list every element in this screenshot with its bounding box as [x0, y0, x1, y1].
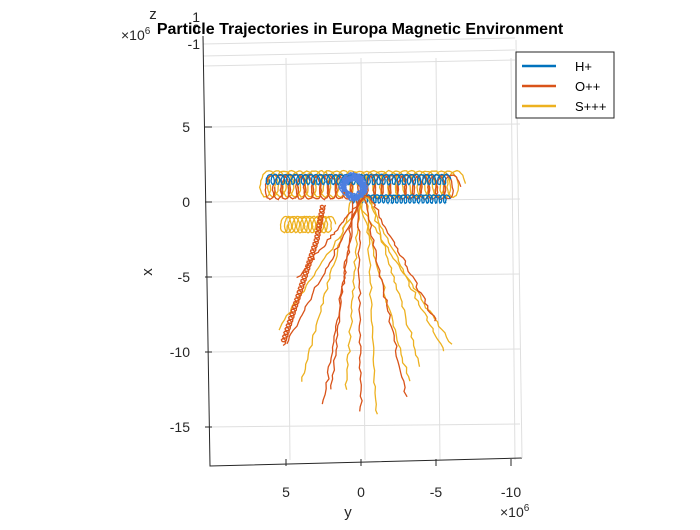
- traj-o-tail: [296, 193, 365, 279]
- traj-o-tail: [360, 193, 437, 322]
- grid-line-vertical: [510, 57, 516, 461]
- grid-line-vertical: [360, 57, 366, 461]
- traj-o-tail: [356, 194, 363, 412]
- traj-s-tail: [360, 194, 379, 415]
- x-tick-label: -15: [170, 419, 190, 435]
- grid-line-depth: [202, 49, 516, 57]
- grid-line-horizontal: [206, 123, 521, 128]
- x-tick-label: -5: [178, 269, 191, 285]
- grid-line-horizontal: [206, 273, 521, 278]
- y-tick-label: 0: [357, 484, 365, 500]
- grid-line-vertical: [435, 57, 441, 461]
- traj-s-tail: [360, 193, 445, 352]
- y-tick-label: -10: [501, 484, 521, 500]
- grid-line-vertical: [285, 57, 291, 461]
- legend-label: S+++: [575, 99, 606, 114]
- traj-s-tail: [360, 193, 421, 367]
- grid-line-horizontal: [206, 348, 521, 353]
- traj-o-tail: [330, 193, 362, 390]
- z-axis-label: z: [149, 6, 157, 23]
- grid-line-horizontal: [206, 423, 521, 428]
- traj-o-tail: [321, 194, 362, 405]
- z-tick-label: -1: [188, 36, 201, 52]
- x-exponent-label: ×106: [500, 503, 530, 520]
- x-tick-label: 5: [182, 119, 190, 135]
- z-tick-label: 1: [192, 9, 200, 25]
- x-tick-label: 0: [182, 194, 190, 210]
- z-tick-label: 0: [192, 21, 200, 37]
- x-tick-label: -10: [170, 344, 190, 360]
- x-axis-label: y: [344, 504, 352, 521]
- legend-label: H+: [575, 59, 592, 74]
- y-tick-label: -5: [430, 484, 443, 500]
- z-exponent-label: ×106: [121, 26, 151, 43]
- legend: H+ O++ S+++: [515, 51, 615, 119]
- traj-o-spiral: [280, 204, 327, 347]
- y-tick-label: 5: [282, 484, 290, 500]
- grid-line-depth: [202, 59, 516, 67]
- traj-s-tail: [344, 194, 362, 390]
- legend-label: O++: [575, 79, 600, 94]
- grid: [202, 37, 521, 461]
- grid-line-depth: [202, 37, 516, 45]
- traj-s-tail: [358, 194, 411, 382]
- y-axis-label: x: [139, 268, 156, 276]
- axis-frame: [202, 35, 523, 467]
- traj-s-loops-lower: [279, 215, 337, 234]
- trajectories: [258, 169, 467, 415]
- chart-title: Particle Trajectories in Europa Magnetic…: [157, 21, 564, 38]
- traj-o-tail: [360, 194, 408, 398]
- traj-h-ring-lower: [351, 193, 451, 205]
- traj-h-core: [337, 170, 369, 202]
